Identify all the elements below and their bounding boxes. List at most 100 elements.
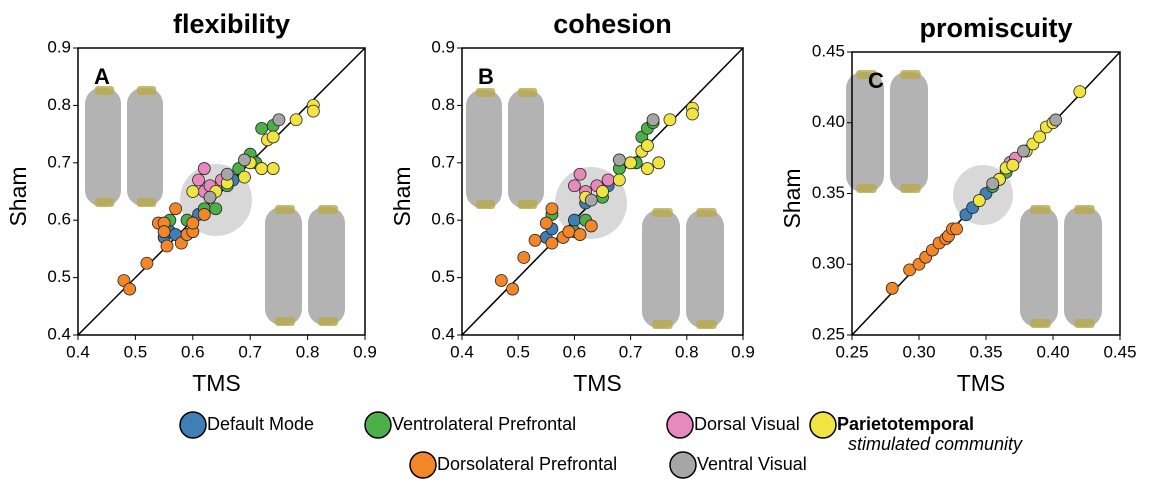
legend-label: Ventrolateral Prefrontal xyxy=(392,414,576,434)
brain-pole xyxy=(652,320,673,329)
brain-pole xyxy=(1074,319,1095,328)
data-point xyxy=(528,233,542,247)
x-tick-label: 0.6 xyxy=(181,342,205,361)
brain-pole xyxy=(900,184,921,193)
brain-hemisphere xyxy=(85,88,121,206)
brain-hemisphere xyxy=(846,72,884,192)
brain-pole xyxy=(94,86,115,95)
brain-pole xyxy=(94,198,115,207)
x-axis-label: TMS xyxy=(192,370,241,396)
brain-pole xyxy=(856,70,877,79)
y-tick-label: 0.6 xyxy=(47,210,71,229)
brain-pole xyxy=(517,88,538,97)
plot-frame xyxy=(77,47,366,336)
legend-label: Parietotemporal xyxy=(837,414,974,434)
data-point xyxy=(686,107,699,121)
data-point xyxy=(545,236,559,250)
data-point xyxy=(903,263,917,277)
x-tick-label: 0.4 xyxy=(66,342,90,361)
brain-pole xyxy=(475,88,496,97)
brain-hemisphere xyxy=(890,72,928,192)
data-point xyxy=(255,121,269,135)
y-tick-label: 0.4 xyxy=(47,324,71,343)
data-point xyxy=(266,162,280,175)
y-axis-label: Sham xyxy=(779,168,805,228)
y-tick-label: 0.35 xyxy=(812,183,845,202)
brain-pole xyxy=(696,320,717,329)
data-point xyxy=(220,167,234,181)
data-point xyxy=(186,185,200,198)
y-tick-label: 0.25 xyxy=(812,324,845,343)
x-tick-label: 0.25 xyxy=(835,342,868,361)
brain-pole xyxy=(136,86,157,95)
brain-hemisphere xyxy=(466,90,502,208)
chart-title: promiscuity xyxy=(919,13,1072,43)
data-point xyxy=(266,130,280,144)
legend-label: Dorsolateral Prefrontal xyxy=(437,454,617,474)
data-point xyxy=(601,173,615,187)
plot-frame xyxy=(461,47,744,336)
data-point xyxy=(646,113,660,127)
brain-hemisphere xyxy=(1020,207,1058,327)
brain-pole xyxy=(856,184,877,193)
brain-pole xyxy=(275,317,295,326)
y-tick-label: 0.45 xyxy=(812,41,845,60)
data-point xyxy=(612,153,626,167)
data-point xyxy=(1006,158,1020,172)
brain-hemisphere xyxy=(686,210,724,328)
data-point xyxy=(573,228,587,241)
data-point xyxy=(545,202,559,216)
data-point xyxy=(596,185,609,198)
panel-label: C xyxy=(868,68,884,93)
brain-pole xyxy=(318,205,338,214)
brain-pole xyxy=(696,208,717,217)
data-point xyxy=(255,162,269,175)
data-point xyxy=(197,208,211,221)
y-axis-label: Sham xyxy=(389,166,415,226)
x-tick-label: 0.5 xyxy=(124,342,148,361)
brain-pole xyxy=(1074,205,1095,214)
x-tick-label: 0.5 xyxy=(506,342,530,361)
y-tick-label: 0.8 xyxy=(431,95,455,114)
data-point xyxy=(209,202,223,216)
chart-title: cohesion xyxy=(553,9,672,39)
data-point xyxy=(157,225,171,239)
data-point xyxy=(663,113,677,127)
data-point xyxy=(641,139,654,152)
brain-pole xyxy=(318,317,338,326)
data-point xyxy=(573,167,587,181)
data-point xyxy=(1049,113,1063,127)
x-tick-label: 0.35 xyxy=(969,342,1002,361)
data-point xyxy=(272,113,286,127)
y-tick-label: 0.9 xyxy=(47,37,71,56)
y-tick-label: 0.7 xyxy=(431,152,455,171)
brain-hemisphere xyxy=(308,207,345,325)
brain-pole xyxy=(136,198,157,207)
data-point xyxy=(238,170,251,184)
legend-marker xyxy=(179,411,207,439)
x-tick-label: 0.45 xyxy=(1103,342,1136,361)
data-point xyxy=(517,251,531,264)
x-tick-label: 0.7 xyxy=(619,342,643,361)
brain-pole xyxy=(517,200,538,209)
data-point xyxy=(169,202,182,216)
panel-label: B xyxy=(478,64,494,89)
legend-marker xyxy=(666,411,694,439)
y-tick-label: 0.4 xyxy=(431,324,455,343)
x-tick-label: 0.30 xyxy=(902,342,935,361)
data-point xyxy=(562,225,576,239)
legend-marker xyxy=(669,451,697,479)
legend-note: stimulated community xyxy=(848,434,1023,454)
y-axis-label: Sham xyxy=(5,166,31,226)
x-tick-label: 0.8 xyxy=(296,342,320,361)
data-point xyxy=(885,281,899,295)
y-tick-label: 0.7 xyxy=(47,152,71,171)
brain-pole xyxy=(475,200,496,209)
brain-pole xyxy=(1030,205,1051,214)
legend-label: Default Mode xyxy=(207,414,314,434)
brain-hemisphere xyxy=(508,90,544,208)
data-point xyxy=(1033,130,1046,144)
data-point xyxy=(1017,144,1030,158)
legend-marker xyxy=(364,411,392,439)
